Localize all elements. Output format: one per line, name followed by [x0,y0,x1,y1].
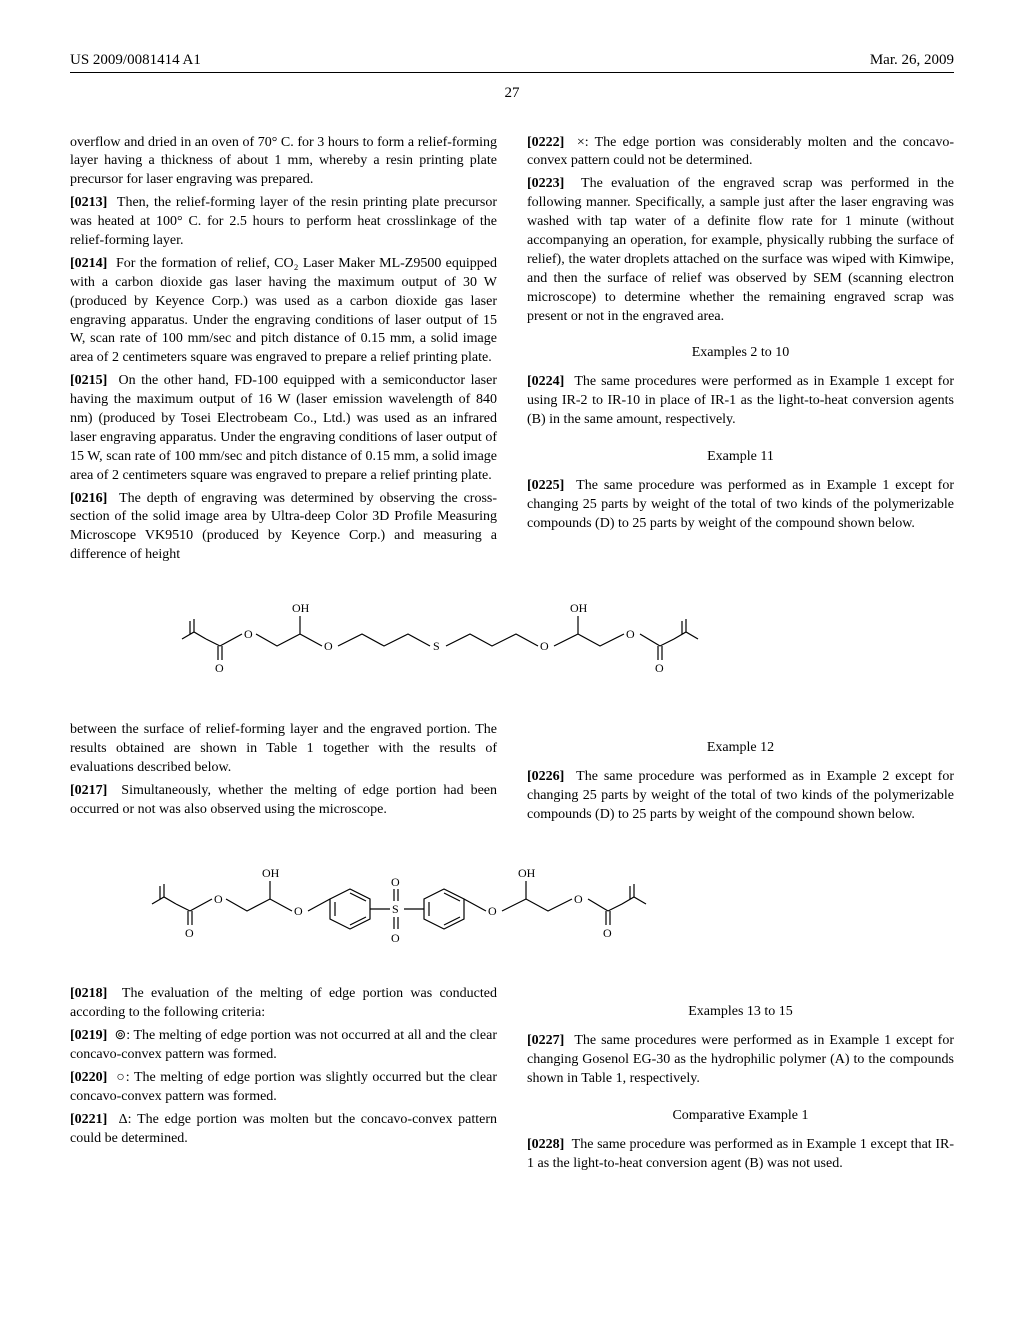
chem-s-label: S [392,902,399,916]
para-num: [0220] [70,1070,107,1085]
left-column-upper: overflow and dried in an oven of 70° C. … [70,134,497,570]
para-0223: [0223] The evaluation of the engraved sc… [527,175,954,326]
para-num: [0227] [527,1033,564,1048]
chemical-structure-2: O O OH O S O O O OH O O [70,854,954,961]
upper-columns: overflow and dried in an oven of 70° C. … [70,134,954,570]
para-num: [0218] [70,986,107,1001]
para-num: [0219] [70,1028,107,1043]
chem-structure-1-svg: O O OH O S O OH O O [162,594,862,689]
para-num: [0225] [527,478,564,493]
chem-o-label: O [391,931,400,945]
para-0219: [0219] ⊚: The melting of edge portion wa… [70,1027,497,1065]
para-text: The same procedures were performed as in… [527,374,954,427]
para-0226: [0226] The same procedure was performed … [527,768,954,825]
para-text: The evaluation of the melting of edge po… [70,986,497,1020]
publication-number: US 2009/0081414 A1 [70,50,201,70]
page-number: 27 [70,83,954,103]
chem-oh-label: OH [570,601,588,615]
para-num: [0216] [70,491,107,506]
chem-o-label: O [540,639,549,653]
para-num: [0213] [70,195,107,210]
para-between: between the surface of relief-forming la… [70,721,497,778]
para-num: [0222] [527,135,564,150]
para-text: ○: The melting of edge portion was sligh… [70,1070,497,1104]
para-text: The same procedures were performed as in… [527,1033,954,1086]
chem-o-label: O [324,639,333,653]
left-column-lower: [0218] The evaluation of the melting of … [70,985,497,1177]
para-0227: [0227] The same procedures were performe… [527,1032,954,1089]
left-column-middle: between the surface of relief-forming la… [70,721,497,829]
heading-examples-2-10: Examples 2 to 10 [527,344,954,363]
para-num: [0223] [527,176,564,191]
chem-o-label: O [215,661,224,675]
chem-o-label: O [185,926,194,940]
para-text: The same procedure was performed as in E… [527,1137,954,1171]
middle-columns: between the surface of relief-forming la… [70,721,954,829]
para-0228: [0228] The same procedure was performed … [527,1136,954,1174]
right-column-middle: Example 12 [0226] The same procedure was… [527,721,954,829]
para-0218: [0218] The evaluation of the melting of … [70,985,497,1023]
chem-o-label: O [294,904,303,918]
publication-date: Mar. 26, 2009 [870,50,954,70]
chem-oh-label: OH [518,866,536,880]
para-0224: [0224] The same procedures were performe… [527,373,954,430]
para-num: [0214] [70,256,107,271]
heading-examples-13-15: Examples 13 to 15 [527,1003,954,1022]
para-num: [0217] [70,783,107,798]
para-num: [0224] [527,374,564,389]
para-0221: [0221] Δ: The edge portion was molten bu… [70,1111,497,1149]
chem-o-label: O [603,926,612,940]
heading-comparative-1: Comparative Example 1 [527,1107,954,1126]
chem-o-label: O [655,661,664,675]
para-text: The same procedure was performed as in E… [527,478,954,531]
chem-o-label: O [214,892,223,906]
para-0217: [0217] Simultaneously, whether the melti… [70,782,497,820]
para-text: The depth of engraving was determined by… [70,491,497,563]
para-0215: [0215] On the other hand, FD-100 equippe… [70,372,497,485]
para-0216: [0216] The depth of engraving was determ… [70,490,497,566]
chem-o-label: O [391,875,400,889]
para-text: For the formation of relief, CO₂ Laser M… [70,256,497,365]
para-num: [0228] [527,1137,564,1152]
para-0225: [0225] The same procedure was performed … [527,477,954,534]
para-0222: [0222] ×: The edge portion was considera… [527,134,954,172]
chem-o-label: O [574,892,583,906]
para-text: ×: The edge portion was considerably mol… [527,135,954,169]
para-num: [0221] [70,1112,107,1127]
heading-example-11: Example 11 [527,448,954,467]
para-num: [0226] [527,769,564,784]
para-0213: [0213] Then, the relief-forming layer of… [70,194,497,251]
para-intro: overflow and dried in an oven of 70° C. … [70,134,497,191]
chem-oh-label: OH [262,866,280,880]
chem-structure-2-svg: O O OH O S O O O OH O O [132,854,892,954]
para-text: On the other hand, FD-100 equipped with … [70,373,497,482]
chem-oh-label: OH [292,601,310,615]
para-text: ⊚: The melting of edge portion was not o… [70,1028,497,1062]
para-num: [0215] [70,373,107,388]
right-column-lower: Examples 13 to 15 [0227] The same proced… [527,985,954,1177]
chemical-structure-1: O O OH O S O OH O O [70,594,954,696]
para-text: Δ: The edge portion was molten but the c… [70,1112,497,1146]
chem-s-label: S [433,639,440,653]
para-0214: [0214] For the formation of relief, CO₂ … [70,255,497,368]
para-text: The evaluation of the engraved scrap was… [527,176,954,323]
para-text: Then, the relief-forming layer of the re… [70,195,497,248]
page-header: US 2009/0081414 A1 Mar. 26, 2009 [70,50,954,73]
lower-columns: [0218] The evaluation of the melting of … [70,985,954,1177]
chem-o-label: O [626,627,635,641]
para-text: The same procedure was performed as in E… [527,769,954,822]
para-text: Simultaneously, whether the melting of e… [70,783,497,817]
chem-o-label: O [488,904,497,918]
heading-example-12: Example 12 [527,739,954,758]
para-0220: [0220] ○: The melting of edge portion wa… [70,1069,497,1107]
right-column-upper: [0222] ×: The edge portion was considera… [527,134,954,570]
chem-o-label: O [244,627,253,641]
